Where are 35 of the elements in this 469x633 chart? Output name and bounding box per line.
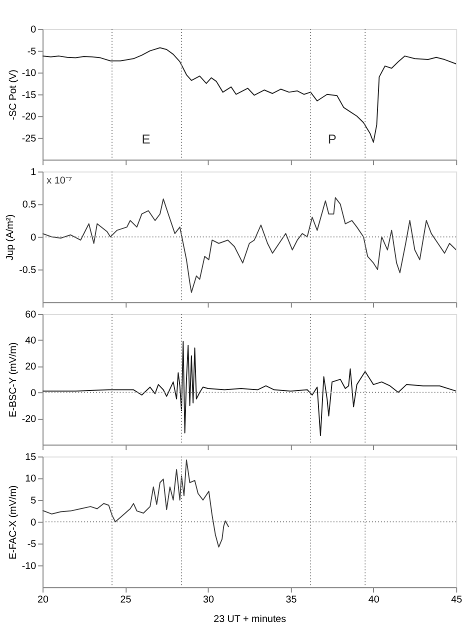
x-tick-label: 20 xyxy=(38,594,50,606)
y-axis-title: E-FAC-X (mV/m) xyxy=(8,485,19,560)
y-tick-label: 0.5 xyxy=(22,200,37,211)
y-tick-label: -25 xyxy=(22,133,37,144)
y-tick-label: -5 xyxy=(27,539,37,550)
y-tick-label: 0 xyxy=(30,232,37,244)
x-axis-title: 23 UT + minutes xyxy=(214,614,286,626)
x-tick-label: 45 xyxy=(451,594,463,606)
y-tick-label: 40 xyxy=(25,336,37,347)
y-tick-label: 10 xyxy=(25,474,37,485)
y-tick-label: 15 xyxy=(25,452,37,463)
annotation: x 10⁻⁷ xyxy=(46,175,72,186)
y-axis-title: -SC Pot (V) xyxy=(8,70,19,120)
y-tick-label: -10 xyxy=(22,560,37,572)
annotation: P xyxy=(328,131,336,146)
x-tick-label: 40 xyxy=(368,594,380,606)
y-tick-label: 60 xyxy=(25,309,37,320)
x-tick-label: 35 xyxy=(286,594,298,606)
y-tick-label: -5 xyxy=(27,46,37,58)
y-axis-title: E-BSC-Y (mV/m) xyxy=(8,342,19,418)
y-tick-label: 5 xyxy=(30,496,37,506)
y-tick-label: -20 xyxy=(22,112,37,123)
x-tick-label: 30 xyxy=(202,594,214,606)
y-tick-label: 1 xyxy=(30,167,37,178)
y-tick-label: 0 xyxy=(30,388,37,399)
y-tick-label: -0.5 xyxy=(19,264,37,276)
y-tick-label: 0 xyxy=(30,24,37,36)
y-tick-label: 20 xyxy=(25,362,37,373)
y-tick-label: -15 xyxy=(22,90,37,101)
y-tick-label: -10 xyxy=(22,68,37,80)
y-tick-label: -20 xyxy=(22,414,37,425)
annotation: E xyxy=(142,131,151,146)
y-axis-title: Jup (A/m²) xyxy=(5,214,16,260)
y-tick-label: 0 xyxy=(30,517,37,528)
x-tick-label: 25 xyxy=(120,594,132,606)
